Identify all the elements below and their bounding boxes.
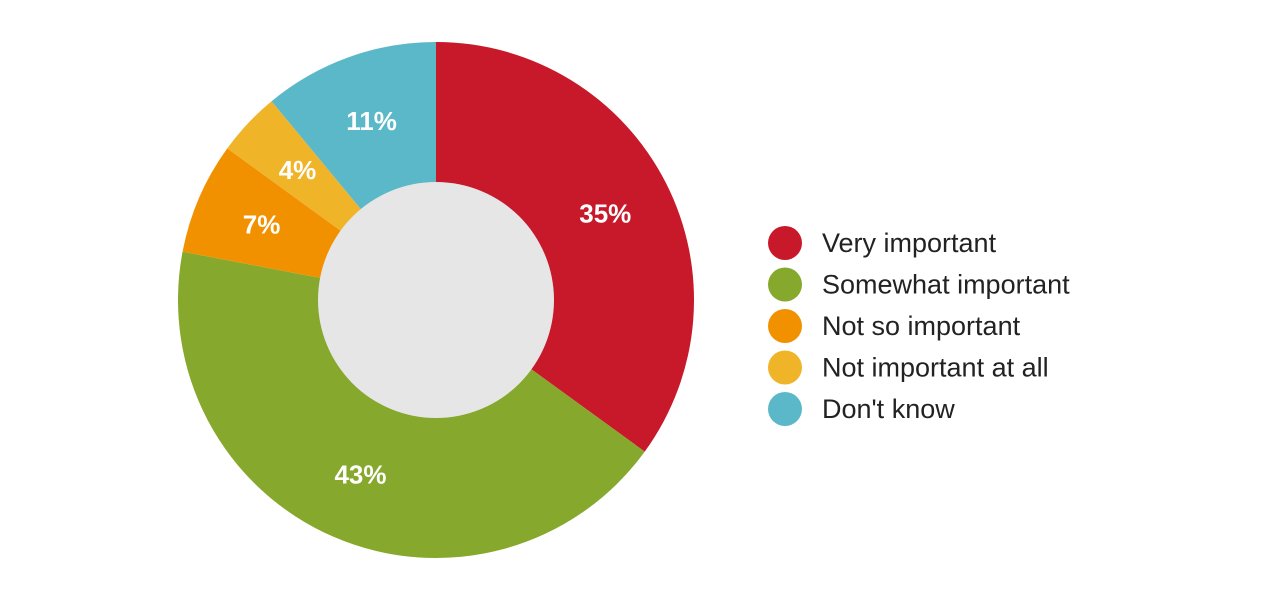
legend-swatch xyxy=(768,309,802,343)
legend-swatch xyxy=(768,350,802,385)
legend-item: Somewhat important xyxy=(768,267,1070,302)
slice-label: 4% xyxy=(279,155,317,185)
donut-hole xyxy=(318,182,554,418)
legend-swatch xyxy=(768,226,802,260)
slice-label: 11% xyxy=(346,106,397,136)
legend-label: Not so important xyxy=(822,311,1021,341)
slice-label: 43% xyxy=(334,459,386,489)
legend-item: Don't know xyxy=(768,392,955,426)
legend-swatch xyxy=(768,392,802,426)
legend-item: Not important at all xyxy=(768,350,1049,385)
legend-label: Very important xyxy=(822,228,997,258)
legend-label: Not important at all xyxy=(822,353,1049,383)
legend-swatch xyxy=(768,267,802,302)
legend-item: Not so important xyxy=(768,309,1021,343)
legend-item: Very important xyxy=(768,226,997,260)
slice-very-important xyxy=(436,42,695,452)
legend-label: Somewhat important xyxy=(822,270,1070,300)
slice-label: 7% xyxy=(243,210,281,240)
legend: Very important Somewhat important Not so i… xyxy=(768,226,1070,426)
legend-label: Don't know xyxy=(822,394,955,424)
slice-label: 35% xyxy=(579,199,631,229)
slice-labels: 35% 43% 7% 4% 11% xyxy=(243,106,632,489)
